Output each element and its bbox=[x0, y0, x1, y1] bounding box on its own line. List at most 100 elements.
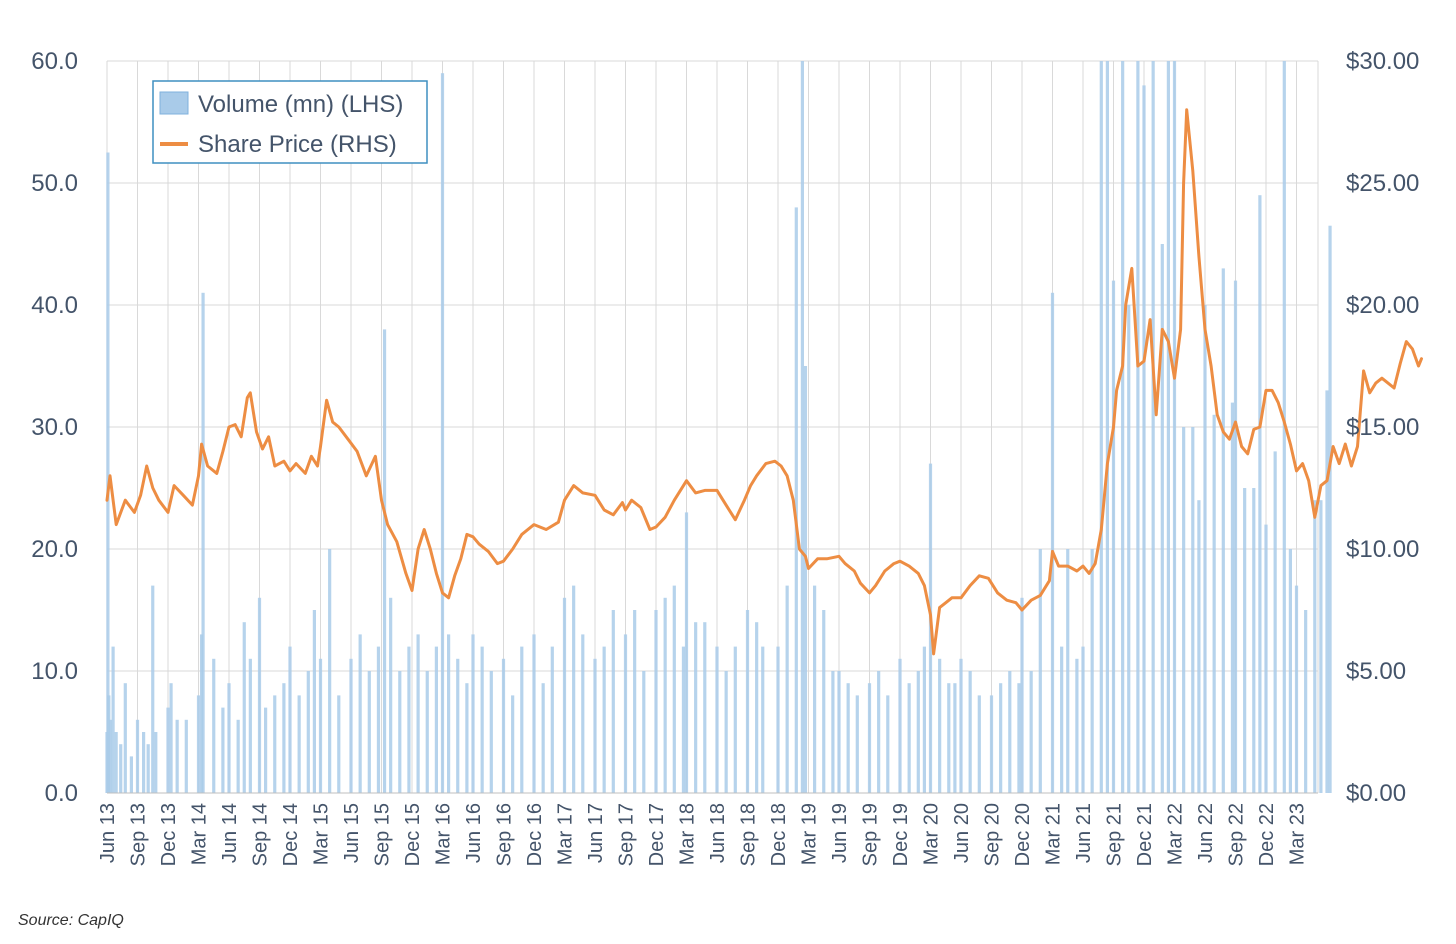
volume-bar bbox=[922, 646, 926, 793]
x-axis-tick-label: Mar 20 bbox=[921, 803, 943, 865]
share-price-line bbox=[105, 108, 1423, 656]
volume-bar bbox=[1151, 61, 1155, 793]
volume-bar bbox=[184, 719, 188, 793]
legend-volume-swatch bbox=[159, 91, 189, 115]
volume-bar bbox=[248, 658, 252, 793]
volume-bar bbox=[1273, 451, 1277, 793]
x-axis-tick-label: Mar 17 bbox=[555, 803, 577, 865]
x-axis-tick-label: Mar 18 bbox=[677, 803, 699, 865]
volume-bar bbox=[297, 695, 301, 793]
volume-bar bbox=[672, 585, 676, 793]
volume-bar bbox=[837, 671, 841, 793]
legend: Volume (mn) (LHS) Share Price (RHS) bbox=[152, 80, 428, 164]
x-axis-tick-label: Jun 14 bbox=[219, 803, 241, 863]
volume-bar bbox=[1304, 610, 1308, 793]
volume-bar bbox=[107, 695, 111, 793]
volume-bar bbox=[480, 646, 484, 793]
volume-bar bbox=[898, 658, 902, 793]
volume-bar bbox=[257, 597, 262, 793]
left-axis-tick-label: 10.0 bbox=[31, 658, 78, 685]
volume-bar bbox=[1166, 61, 1170, 793]
volume-bar bbox=[593, 658, 597, 793]
volume-bar bbox=[440, 73, 445, 793]
volume-bar bbox=[794, 207, 798, 793]
volume-bar bbox=[776, 646, 780, 793]
x-axis-tick-label: Dec 20 bbox=[1012, 803, 1034, 866]
volume-bar bbox=[151, 585, 155, 793]
volume-bar bbox=[855, 695, 859, 793]
left-axis-tick-label: 40.0 bbox=[31, 292, 78, 319]
x-axis-tick-label: Jun 17 bbox=[585, 803, 607, 863]
volume-bar bbox=[1172, 61, 1177, 793]
volume-bar bbox=[129, 756, 133, 793]
volume-bar bbox=[831, 671, 835, 793]
volume-bar bbox=[1233, 280, 1238, 794]
volume-bar bbox=[123, 683, 127, 793]
volume-bar bbox=[288, 646, 292, 793]
volume-bar bbox=[813, 585, 817, 793]
volume-bar bbox=[398, 671, 402, 793]
right-axis-tick-label: $10.00 bbox=[1346, 536, 1419, 563]
x-axis-tick-label: Sep 17 bbox=[616, 803, 638, 866]
volume-bar bbox=[654, 610, 658, 793]
volume-bar bbox=[886, 695, 890, 793]
volume-bar bbox=[1221, 268, 1225, 793]
volume-bar bbox=[1182, 427, 1186, 793]
volume-bar bbox=[312, 610, 316, 793]
volume-bar bbox=[389, 597, 393, 793]
volume-bar bbox=[977, 695, 981, 793]
volume-bar bbox=[694, 622, 698, 793]
volume-bar bbox=[1264, 524, 1268, 793]
source-note: Source: CapIQ bbox=[18, 912, 124, 929]
volume-bar bbox=[501, 658, 506, 793]
volume-bar bbox=[1252, 488, 1256, 793]
volume-bar bbox=[227, 683, 231, 793]
volume-bar bbox=[1328, 225, 1332, 793]
volume-bar bbox=[1313, 500, 1317, 793]
volume-bar bbox=[1066, 549, 1070, 793]
volume-bar bbox=[1060, 646, 1064, 793]
volume-bar bbox=[1105, 61, 1109, 793]
x-axis-ticks: Jun 13 Sep 13 Dec 13 Mar 14 Jun 14 Sep 14 Dec … bbox=[97, 803, 1309, 866]
volume-bar bbox=[471, 634, 475, 793]
x-axis-tick-label: Mar 23 bbox=[1287, 803, 1309, 865]
legend-volume-label: Volume (mn) (LHS) bbox=[198, 91, 403, 118]
left-axis-ticks: 0.0 10.0 20.0 30.0 40.0 50.0 60.0 bbox=[31, 48, 78, 807]
x-axis-tick-label: Dec 22 bbox=[1256, 803, 1278, 866]
volume-bar bbox=[681, 646, 686, 793]
volume-bar bbox=[611, 610, 615, 793]
volume-bar bbox=[1081, 646, 1085, 793]
volume-bar bbox=[916, 671, 920, 793]
left-axis-tick-label: 60.0 bbox=[31, 48, 78, 75]
volume-bar bbox=[968, 671, 972, 793]
x-axis-tick-label: Dec 14 bbox=[280, 803, 302, 866]
volume-bar bbox=[1099, 61, 1103, 793]
volume-bar bbox=[264, 707, 268, 793]
volume-bar bbox=[745, 610, 750, 793]
volume-bar bbox=[376, 646, 381, 793]
left-axis-tick-label: 20.0 bbox=[31, 536, 78, 563]
x-axis-tick-label: Sep 19 bbox=[860, 803, 882, 866]
volume-bar bbox=[541, 683, 545, 793]
volume-bar bbox=[550, 646, 554, 793]
volume-bar bbox=[201, 292, 205, 793]
x-axis-tick-label: Sep 15 bbox=[372, 803, 394, 866]
volume-bar bbox=[337, 695, 341, 793]
volume-bar bbox=[663, 597, 667, 793]
volume-bar bbox=[562, 597, 567, 793]
volume-bar bbox=[633, 610, 637, 793]
x-axis-tick-label: Jun 21 bbox=[1073, 803, 1095, 863]
volume-bar bbox=[175, 719, 179, 793]
right-axis-tick-label: $15.00 bbox=[1346, 414, 1419, 441]
volume-bar bbox=[1212, 414, 1216, 793]
left-axis-tick-label: 50.0 bbox=[31, 170, 78, 197]
volume-bar bbox=[572, 585, 576, 793]
volume-bar bbox=[602, 646, 606, 793]
volume-bar bbox=[1020, 597, 1024, 793]
x-axis-tick-label: Sep 20 bbox=[982, 803, 1004, 866]
volume-bar bbox=[1243, 488, 1247, 793]
volume-bar bbox=[733, 646, 737, 793]
volume-bar bbox=[800, 61, 804, 793]
x-axis-tick-label: Mar 15 bbox=[311, 803, 333, 865]
volume-bar bbox=[169, 683, 173, 793]
